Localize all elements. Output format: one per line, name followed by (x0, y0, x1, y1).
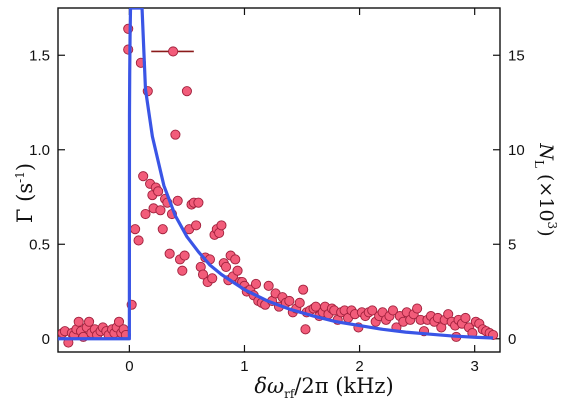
theory-curve (58, 8, 494, 341)
data-point (157, 224, 168, 235)
data-point (168, 46, 179, 57)
y-tick-label: 1.0 (29, 142, 50, 159)
x-tick-label: 3 (471, 358, 479, 375)
data-point (172, 195, 183, 206)
data-point (191, 220, 202, 231)
data-point (284, 295, 295, 307)
data-point (387, 305, 399, 316)
data-point (181, 86, 192, 97)
data-point (130, 224, 141, 235)
data-point (232, 265, 243, 276)
scatter-series (58, 23, 499, 348)
data-point (230, 254, 241, 265)
data-point (294, 297, 305, 308)
data-point (221, 261, 232, 272)
y-tick-label: 0.5 (29, 236, 50, 253)
y-tick-label: 1.5 (29, 47, 50, 64)
data-point (193, 197, 204, 208)
data-point (298, 284, 309, 295)
data-point (153, 186, 164, 197)
y-right-tick-label: 5 (508, 236, 516, 253)
data-point (164, 248, 175, 259)
data-point (73, 316, 84, 327)
data-point (300, 324, 311, 335)
y-right-tick-label: 15 (508, 47, 525, 64)
y-right-tick-label: 10 (508, 142, 525, 159)
data-point (177, 265, 188, 276)
y-right-axis-title: NL (×103) (532, 142, 559, 236)
y-axis-title: Γ (s-1) (13, 163, 37, 223)
data-point (133, 235, 144, 246)
y-tick-label: 0 (42, 331, 50, 348)
data-point (140, 208, 151, 220)
data-point (367, 305, 378, 316)
x-tick-label: 1 (240, 358, 248, 375)
data-point (138, 171, 149, 182)
x-axis-title: δωrf/2π (kHz) (254, 374, 393, 401)
data-point (179, 250, 190, 261)
data-point (263, 280, 274, 291)
y-right-tick-label: 0 (508, 331, 516, 348)
data-point (250, 278, 262, 290)
data-point (84, 316, 95, 327)
data-point (155, 205, 166, 216)
data-point (113, 316, 125, 327)
data-point (412, 303, 423, 314)
data-point (170, 129, 181, 140)
data-point (207, 273, 218, 284)
data-point (197, 269, 209, 280)
plot-frame (57, 7, 501, 353)
data-point (460, 312, 471, 324)
data-point (216, 220, 227, 231)
x-tick-label: 2 (355, 358, 363, 375)
x-tick-label: 0 (125, 358, 133, 375)
